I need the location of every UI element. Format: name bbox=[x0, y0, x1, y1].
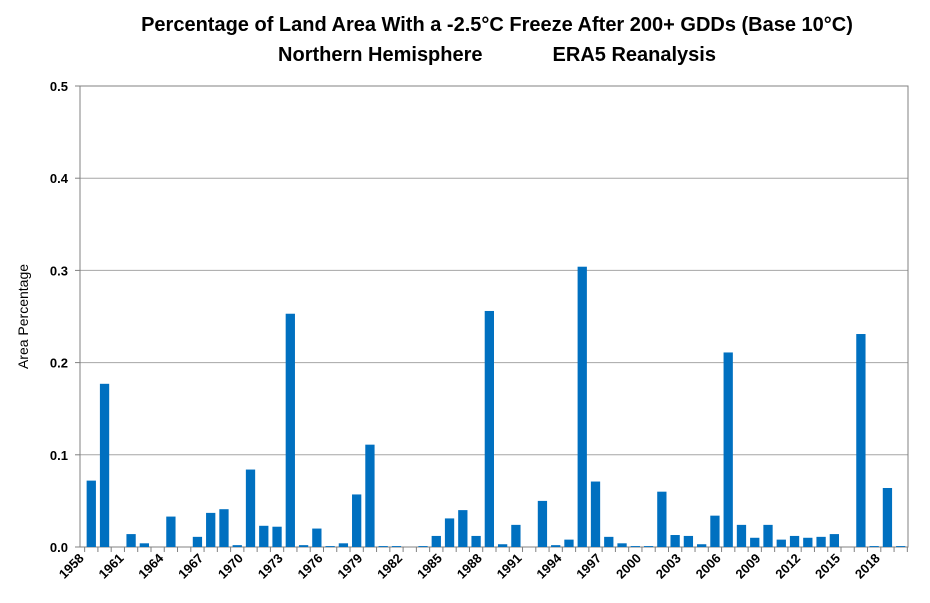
bar-1973 bbox=[272, 526, 282, 547]
bar-1972 bbox=[259, 525, 269, 547]
bar-1967 bbox=[192, 536, 203, 547]
x-tick-label: 1997 bbox=[573, 551, 604, 582]
bar-1963 bbox=[139, 543, 149, 547]
x-tick-label: 2012 bbox=[772, 551, 803, 582]
bar-1985 bbox=[431, 535, 441, 547]
bar-2008 bbox=[736, 524, 747, 547]
bar-1980 bbox=[365, 444, 375, 547]
x-tick-label: 2018 bbox=[852, 551, 883, 582]
x-tick-label: 2000 bbox=[613, 551, 644, 582]
bar-2010 bbox=[763, 524, 773, 547]
x-tick-label: 1985 bbox=[414, 551, 445, 582]
bar-2013 bbox=[803, 537, 813, 547]
bar-1990 bbox=[497, 544, 508, 547]
bar-1989 bbox=[484, 310, 494, 547]
bar-2003 bbox=[670, 535, 680, 547]
subtitle-region: Northern Hemisphere bbox=[278, 44, 483, 66]
y-tick-label: 0.4 bbox=[50, 171, 69, 186]
x-tick-label: 1976 bbox=[295, 551, 326, 582]
bar-2009 bbox=[750, 537, 760, 547]
x-tick-label: 1961 bbox=[96, 551, 127, 582]
bar-1960 bbox=[99, 383, 110, 547]
x-tick-label: 1958 bbox=[56, 551, 87, 582]
bar-2006 bbox=[710, 515, 720, 547]
bar-1968 bbox=[206, 512, 216, 547]
x-tick-label: 1982 bbox=[374, 551, 405, 582]
bar-1974 bbox=[285, 313, 295, 547]
x-tick-label: 1967 bbox=[175, 551, 206, 582]
bar-1977 bbox=[325, 546, 335, 547]
x-tick-labels: 1958 1961 1964 1967 1970 1973 1976 1979 1982 1985… bbox=[56, 547, 908, 582]
bar-2005 bbox=[697, 544, 707, 547]
bar-1970 bbox=[232, 545, 242, 547]
bar-1993 bbox=[537, 500, 548, 547]
bar-1998 bbox=[604, 536, 614, 547]
chart-subtitle: Northern Hemisphere ERA5 Reanalysis bbox=[32, 44, 930, 67]
bars bbox=[86, 266, 906, 547]
y-tick-labels: 0.0 0.1 0.2 0.3 0.4 0.5 bbox=[50, 79, 69, 555]
x-tick-label: 1973 bbox=[255, 551, 286, 582]
x-tick-label: 2009 bbox=[732, 551, 763, 582]
bar-1962 bbox=[126, 534, 136, 547]
bar-1997 bbox=[590, 481, 601, 547]
bar-2017 bbox=[856, 334, 866, 547]
x-tick-label: 1964 bbox=[135, 550, 167, 582]
y-tick-label: 0.5 bbox=[50, 79, 68, 94]
bar-2007 bbox=[723, 352, 733, 547]
bar-2019 bbox=[882, 487, 893, 547]
y-tick-label: 0.0 bbox=[50, 540, 68, 555]
bar-1987 bbox=[458, 510, 468, 547]
bar-2000 bbox=[630, 546, 640, 547]
subtitle-source: ERA5 Reanalysis bbox=[552, 44, 716, 66]
bar-2002 bbox=[657, 491, 667, 547]
x-tick-label: 2015 bbox=[812, 551, 843, 582]
bar-2018 bbox=[869, 546, 879, 547]
x-tick-label: 1994 bbox=[533, 550, 565, 582]
bar-1984 bbox=[418, 546, 428, 547]
y-axis-label: Area Percentage bbox=[15, 264, 31, 369]
x-tick-label: 2006 bbox=[693, 551, 724, 582]
bar-1986 bbox=[444, 518, 455, 547]
bar-2014 bbox=[816, 536, 826, 547]
bar-1991 bbox=[511, 524, 521, 547]
bar-1982 bbox=[391, 546, 402, 547]
y-tick-label: 0.2 bbox=[50, 356, 68, 371]
chart-title: Percentage of Land Area With a -2.5°C Fr… bbox=[141, 14, 853, 36]
bar-2020 bbox=[896, 546, 906, 547]
bar-1981 bbox=[378, 546, 388, 547]
bar-2012 bbox=[789, 535, 800, 547]
bar-1975 bbox=[298, 545, 309, 547]
bar-1988 bbox=[471, 535, 481, 547]
x-tick-label: 1970 bbox=[215, 551, 246, 582]
bar-2004 bbox=[683, 535, 694, 547]
bar-1971 bbox=[245, 469, 256, 547]
bar-1999 bbox=[617, 543, 627, 547]
bar-1979 bbox=[352, 494, 362, 547]
bar-1959 bbox=[86, 480, 96, 547]
x-tick-label: 2003 bbox=[653, 551, 684, 582]
bar-2001 bbox=[643, 546, 654, 547]
bar-1978 bbox=[338, 543, 349, 547]
bar-1965 bbox=[166, 516, 176, 547]
x-tick-label: 1991 bbox=[494, 551, 525, 582]
y-tick-label: 0.3 bbox=[50, 263, 68, 278]
x-tick-label: 1979 bbox=[334, 551, 365, 582]
bar-2011 bbox=[776, 539, 786, 547]
bar-1995 bbox=[564, 539, 574, 547]
x-tick-label: 1988 bbox=[454, 551, 485, 582]
bar-1996 bbox=[577, 266, 587, 547]
bar-2015 bbox=[829, 534, 839, 547]
bar-1976 bbox=[312, 528, 322, 547]
y-tick-label: 0.1 bbox=[50, 448, 68, 463]
bar-1994 bbox=[551, 545, 561, 547]
bar-1969 bbox=[219, 509, 229, 547]
